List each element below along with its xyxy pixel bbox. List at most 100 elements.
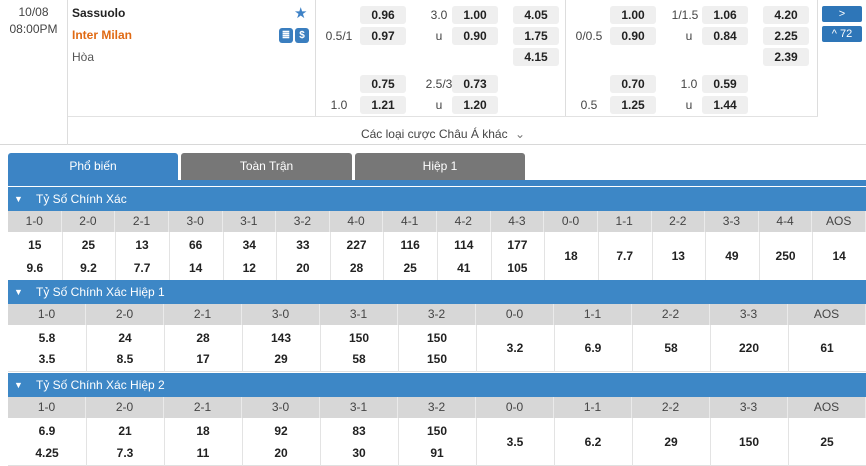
home-score-odds[interactable]: 227 bbox=[346, 238, 367, 252]
draw-score-odds[interactable]: 150 bbox=[738, 435, 760, 449]
home-score-odds[interactable]: 143 bbox=[270, 331, 292, 345]
column-divider bbox=[329, 232, 331, 281]
away-score-odds[interactable]: 58 bbox=[352, 352, 366, 366]
draw-score-odds[interactable]: 250 bbox=[775, 249, 796, 263]
draw-score-odds[interactable]: 3.2 bbox=[506, 341, 524, 355]
section-header[interactable]: ▼ Tỷ Số Chính Xác bbox=[8, 187, 866, 211]
odds-cell[interactable]: 1.21 bbox=[360, 96, 406, 114]
dollar-icon[interactable]: $ bbox=[295, 28, 309, 43]
home-score-odds[interactable]: 34 bbox=[242, 238, 256, 252]
odds-cell[interactable]: 1.06 bbox=[702, 6, 748, 24]
away-team[interactable]: Inter Milan bbox=[72, 28, 133, 42]
odds-cell[interactable]: 4.15 bbox=[513, 48, 559, 66]
odds-cell[interactable]: 0.84 bbox=[702, 27, 748, 45]
odds-cell[interactable]: 1.00 bbox=[452, 6, 498, 24]
draw-score-odds[interactable]: 220 bbox=[738, 341, 760, 355]
away-score-odds[interactable]: 7.3 bbox=[116, 446, 134, 460]
home-score-odds[interactable]: 114 bbox=[454, 238, 474, 252]
home-score-odds[interactable]: 150 bbox=[348, 331, 370, 345]
away-score-odds[interactable]: 30 bbox=[352, 446, 366, 460]
tab-full-match[interactable]: Toàn Trận bbox=[181, 153, 352, 180]
away-score-odds[interactable]: 105 bbox=[507, 261, 528, 275]
draw-score-odds[interactable]: 18 bbox=[564, 249, 578, 263]
draw-score-odds[interactable]: 6.9 bbox=[584, 341, 602, 355]
away-score-odds[interactable]: 9.6 bbox=[26, 261, 44, 275]
away-score-odds[interactable]: 14 bbox=[189, 261, 203, 275]
away-score-odds[interactable]: 41 bbox=[457, 261, 471, 275]
odds-cell[interactable]: 1.75 bbox=[513, 27, 559, 45]
draw-score-odds[interactable]: 58 bbox=[664, 341, 678, 355]
home-score-odds[interactable]: 5.8 bbox=[38, 331, 56, 345]
draw-score-odds[interactable]: 61 bbox=[820, 341, 834, 355]
odds-cell[interactable]: 1.25 bbox=[610, 96, 656, 114]
home-score-odds[interactable]: 28 bbox=[196, 331, 210, 345]
odds-cell[interactable]: 0.97 bbox=[360, 27, 406, 45]
away-score-odds[interactable]: 91 bbox=[430, 446, 444, 460]
draw-score-odds[interactable]: 14 bbox=[832, 249, 846, 263]
away-score-odds[interactable]: 150 bbox=[426, 352, 448, 366]
more-odds-button[interactable]: ^ 72 bbox=[822, 26, 862, 42]
away-score-odds[interactable]: 11 bbox=[196, 446, 210, 460]
away-score-odds[interactable]: 25 bbox=[403, 261, 417, 275]
tab-first-half[interactable]: Hiệp 1 bbox=[355, 153, 525, 180]
score-label: 1-0 bbox=[8, 397, 86, 418]
away-score-odds[interactable]: 8.5 bbox=[116, 352, 134, 366]
column-divider bbox=[398, 325, 399, 372]
odds-cell[interactable]: 1.00 bbox=[610, 6, 656, 24]
away-score-odds[interactable]: 3.5 bbox=[38, 352, 56, 366]
odds-cell[interactable]: 0.96 bbox=[360, 6, 406, 24]
draw-score-odds[interactable]: 29 bbox=[664, 435, 678, 449]
away-score-odds[interactable]: 20 bbox=[296, 261, 310, 275]
odds-cell[interactable]: 0.90 bbox=[610, 27, 656, 45]
draw-score-odds[interactable]: 13 bbox=[671, 249, 685, 263]
odds-cell[interactable]: 0.90 bbox=[452, 27, 498, 45]
odds-cell[interactable]: 0.59 bbox=[702, 75, 748, 93]
odds-cell[interactable]: 0.70 bbox=[610, 75, 656, 93]
odds-cell[interactable]: 2.39 bbox=[763, 48, 809, 66]
odds-cell[interactable]: 4.05 bbox=[513, 6, 559, 24]
home-score-odds[interactable]: 13 bbox=[135, 238, 149, 252]
away-score-odds[interactable]: 29 bbox=[274, 352, 288, 366]
section-header[interactable]: ▼ Tỷ Số Chính Xác Hiệp 1 bbox=[8, 280, 866, 304]
home-score-odds[interactable]: 25 bbox=[81, 238, 96, 252]
odds-cell[interactable]: 0.75 bbox=[360, 75, 406, 93]
away-score-odds[interactable]: 28 bbox=[349, 261, 364, 275]
away-score-odds[interactable]: 7.7 bbox=[133, 261, 151, 275]
away-score-odds[interactable]: 20 bbox=[274, 446, 288, 460]
odds-cell[interactable]: 2.25 bbox=[763, 27, 809, 45]
home-score-odds[interactable]: 177 bbox=[507, 238, 528, 252]
away-score-odds[interactable]: 12 bbox=[242, 261, 256, 275]
away-score-odds[interactable]: 9.2 bbox=[80, 261, 97, 275]
home-score-odds[interactable]: 33 bbox=[296, 238, 310, 252]
home-score-odds[interactable]: 24 bbox=[118, 331, 132, 345]
draw-score-odds[interactable]: 3.5 bbox=[506, 435, 524, 449]
odds-cell[interactable]: 4.20 bbox=[763, 6, 809, 24]
favorite-star-icon[interactable]: ★ bbox=[294, 5, 308, 22]
odds-cell[interactable]: 1.44 bbox=[702, 96, 748, 114]
home-score-odds[interactable]: 150 bbox=[426, 331, 448, 345]
next-button[interactable]: > bbox=[822, 6, 862, 22]
section-header[interactable]: ▼ Tỷ Số Chính Xác Hiệp 2 bbox=[8, 373, 866, 397]
odds-cell[interactable]: 1.20 bbox=[452, 96, 498, 114]
home-score-odds[interactable]: 150 bbox=[426, 424, 448, 438]
away-score-odds[interactable]: 4.25 bbox=[35, 446, 59, 460]
home-score-odds[interactable]: 92 bbox=[274, 424, 288, 438]
home-score-odds[interactable]: 18 bbox=[196, 424, 210, 438]
home-team[interactable]: Sassuolo bbox=[72, 6, 126, 20]
home-score-odds[interactable]: 83 bbox=[352, 424, 366, 438]
draw-score-odds[interactable]: 25 bbox=[820, 435, 834, 449]
home-score-odds[interactable]: 116 bbox=[400, 238, 420, 252]
home-score-odds[interactable]: 66 bbox=[189, 238, 203, 252]
away-score-odds[interactable]: 17 bbox=[196, 352, 210, 366]
other-asian-bets-toggle[interactable]: Các loại cược Châu Á khác ⌄ bbox=[68, 116, 818, 145]
draw-score-odds[interactable]: 7.7 bbox=[616, 249, 634, 263]
draw-score-odds[interactable]: 49 bbox=[725, 249, 739, 263]
draw-score-odds[interactable]: 6.2 bbox=[584, 435, 602, 449]
stats-icon[interactable]: ≣ bbox=[279, 28, 293, 43]
home-score-odds[interactable]: 15 bbox=[28, 238, 42, 252]
odds-cell[interactable]: 0.73 bbox=[452, 75, 498, 93]
home-score-odds[interactable]: 6.9 bbox=[38, 424, 56, 438]
home-score-odds[interactable]: 21 bbox=[118, 424, 132, 438]
tab-popular[interactable]: Phổ biến bbox=[8, 153, 178, 180]
under-label: u bbox=[435, 29, 443, 43]
